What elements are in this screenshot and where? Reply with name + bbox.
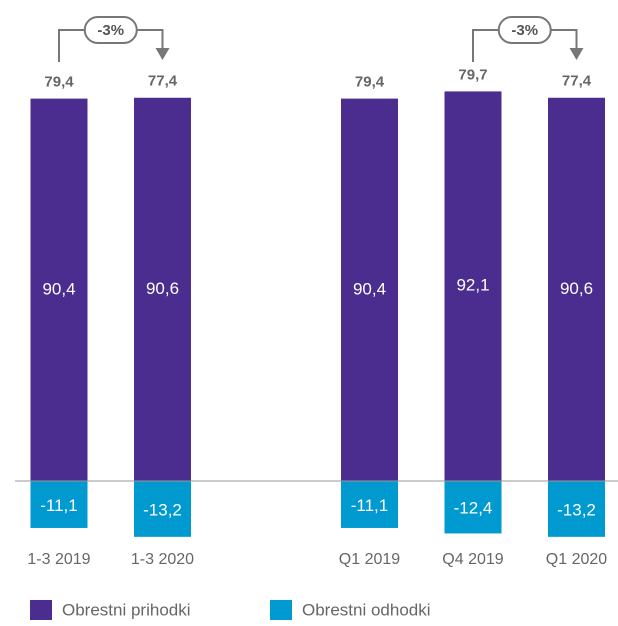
legend-swatch bbox=[30, 600, 52, 620]
x-tick-label: Q1 2019 bbox=[339, 551, 400, 568]
annotation: -3% bbox=[511, 22, 538, 39]
value-label: 90,6 bbox=[560, 279, 593, 298]
x-tick-label: 1-3 2020 bbox=[131, 551, 194, 568]
arrow-head bbox=[569, 48, 584, 60]
annotation: -3% bbox=[97, 22, 124, 39]
value-label: 90,4 bbox=[42, 279, 75, 298]
bar bbox=[30, 481, 88, 528]
x-tick-label: Q1 2020 bbox=[546, 551, 607, 568]
value-label: -13,2 bbox=[557, 500, 596, 519]
annotation-pill bbox=[83, 16, 138, 44]
value-label: 92,1 bbox=[456, 276, 489, 295]
bar bbox=[341, 481, 398, 528]
bar bbox=[548, 481, 605, 537]
bar bbox=[341, 98, 398, 481]
value-label: 90,4 bbox=[353, 279, 386, 298]
bar bbox=[444, 481, 502, 534]
bar bbox=[134, 97, 191, 482]
value-label: -13,2 bbox=[143, 500, 182, 519]
arrow-head bbox=[155, 48, 170, 60]
x-tick-label: 1-3 2019 bbox=[27, 551, 90, 568]
total-label: 77,4 bbox=[562, 73, 592, 90]
value-label: -12,4 bbox=[454, 499, 493, 518]
bar bbox=[444, 91, 502, 482]
value-label: -11,1 bbox=[351, 496, 389, 515]
total-label: 79,7 bbox=[458, 66, 487, 83]
annotation-pill bbox=[497, 16, 552, 44]
total-label: 79,4 bbox=[44, 74, 74, 91]
bar bbox=[30, 98, 88, 481]
legend-swatch bbox=[270, 600, 292, 620]
bar bbox=[134, 481, 191, 537]
total-label: 79,4 bbox=[355, 74, 385, 91]
legend-label: Obrestni odhodki bbox=[302, 600, 431, 619]
value-label: 90,6 bbox=[146, 279, 179, 298]
bar bbox=[548, 97, 605, 482]
total-label: 77,4 bbox=[148, 73, 178, 90]
legend-label: Obrestni prihodki bbox=[62, 600, 191, 619]
value-label: -11,1 bbox=[40, 496, 78, 515]
x-tick-label: Q4 2019 bbox=[442, 551, 503, 568]
